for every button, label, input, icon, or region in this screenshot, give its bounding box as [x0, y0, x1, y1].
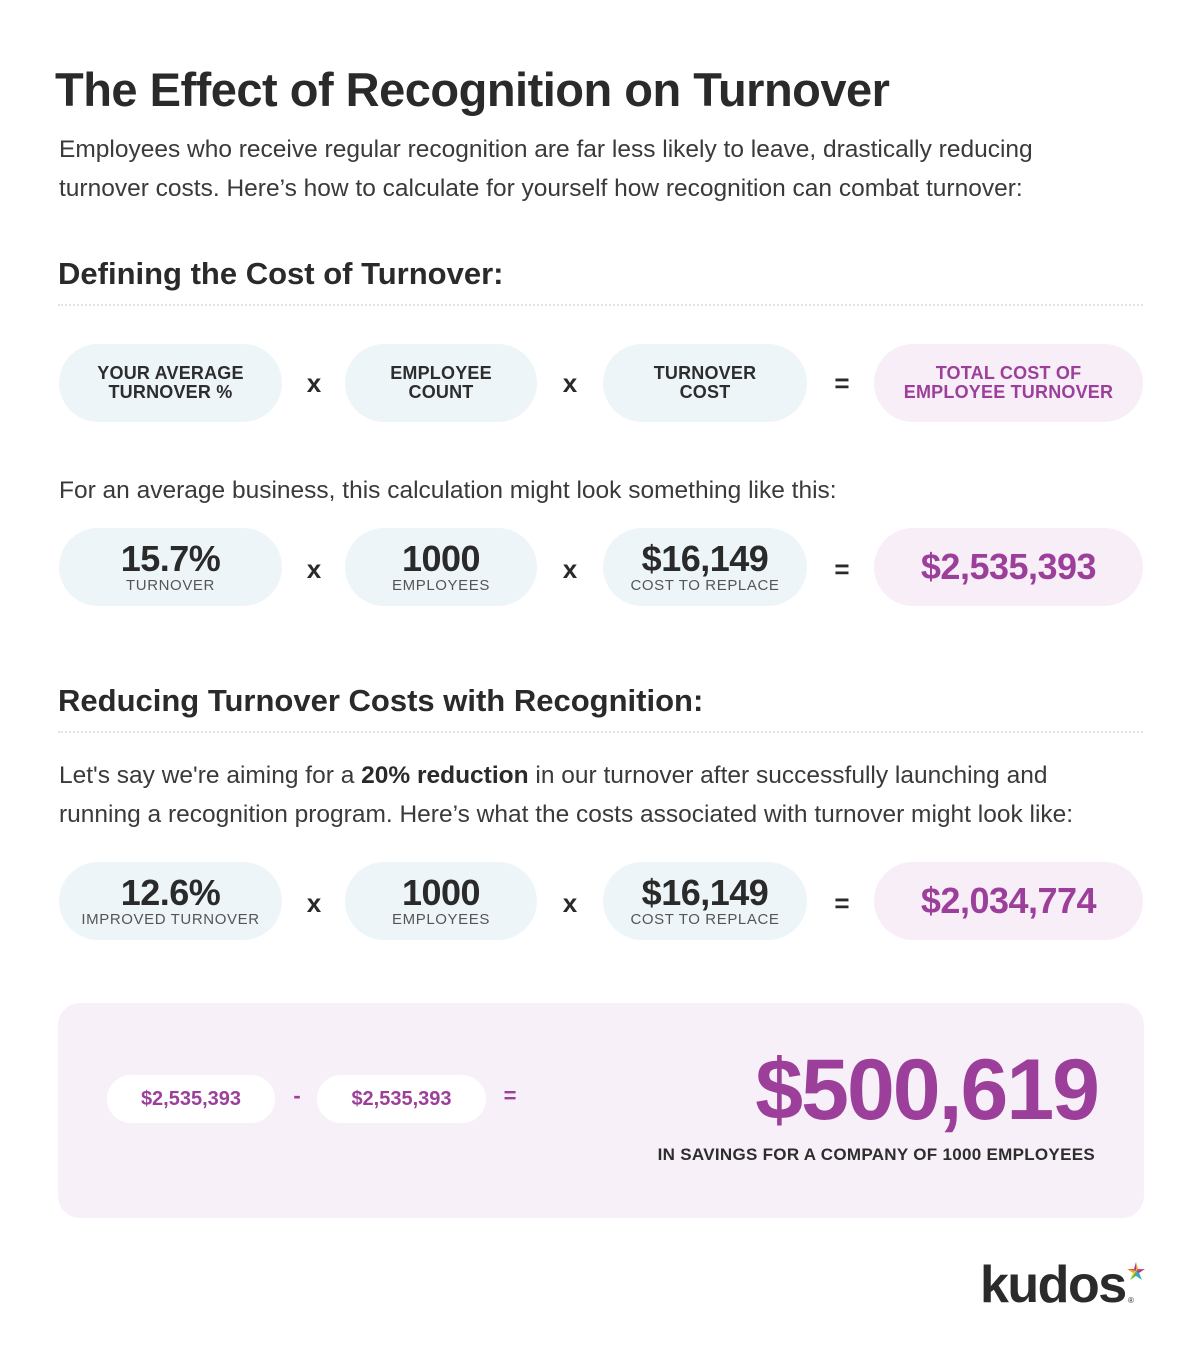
formula-term-employee-line1: EMPLOYEE — [390, 363, 492, 383]
intro-line-1: Employees who receive regular recognitio… — [59, 136, 1033, 163]
savings-total: $500,619 — [755, 1042, 1100, 1138]
formula-term-turnover: YOUR AVERAGE TURNOVER % — [59, 344, 282, 422]
example-cost-caption: COST TO REPLACE — [630, 576, 780, 594]
section-divider — [58, 731, 1143, 733]
multicolor-star-icon — [1127, 1262, 1145, 1280]
equals-sign: = — [834, 888, 850, 918]
reduction-text-prefix: Let's say we're aiming for a — [59, 762, 362, 789]
equals-sign: = — [503, 1083, 517, 1108]
minus-sign: - — [293, 1083, 301, 1108]
section-divider — [58, 304, 1143, 306]
multiply-sign: x — [306, 888, 322, 918]
multiply-sign: x — [306, 554, 322, 584]
improved-employees-caption: EMPLOYEES — [392, 910, 490, 928]
formula-term-cost-line2: COST — [679, 382, 731, 402]
multiply-sign: x — [306, 368, 322, 398]
equals-sign: = — [834, 554, 850, 584]
improved-cost-value: $16,149 — [641, 871, 769, 913]
section-heading-defining-cost: Defining the Cost of Turnover: — [58, 256, 504, 291]
formula-term-turnover-cost: TURNOVER COST — [603, 344, 807, 422]
section-heading-reducing-costs: Reducing Turnover Costs with Recognition… — [58, 683, 704, 718]
formula-term-employee-count: EMPLOYEE COUNT — [345, 344, 537, 422]
equals-sign: = — [834, 368, 850, 398]
improved-cost-pill: $16,149 COST TO REPLACE — [603, 862, 807, 940]
multiply-sign: x — [562, 368, 578, 398]
example-turnover-value: 15.7% — [120, 537, 221, 579]
savings-panel: $2,535,393 - $2,535,393 = $500,619 IN SA… — [58, 1003, 1144, 1218]
improved-turnover-caption: IMPROVED TURNOVER — [81, 910, 260, 928]
improved-employees-value: 1000 — [401, 871, 481, 913]
example-cost-value: $16,149 — [641, 537, 769, 579]
example-employees-caption: EMPLOYEES — [392, 576, 490, 594]
formula-term-cost-line1: TURNOVER — [653, 363, 757, 383]
example-intro-text: For an average business, this calculatio… — [59, 477, 837, 504]
example-cost-pill: $16,149 COST TO REPLACE — [603, 528, 807, 606]
example-turnover-caption: TURNOVER — [126, 576, 215, 594]
intro-text: Employees who receive regular recognitio… — [59, 130, 1159, 208]
improved-turnover-value: 12.6% — [120, 871, 221, 913]
improved-result-pill: $2,034,774 — [874, 862, 1143, 940]
formula-term-turnover-line1: YOUR AVERAGE — [97, 363, 244, 383]
improved-cost-caption: COST TO REPLACE — [630, 910, 780, 928]
kudos-logo: kudos — [980, 1256, 1127, 1314]
reduction-text-line-2: running a recognition program. Here’s wh… — [59, 801, 1074, 828]
reduction-text-line-1: Let's say we're aiming for a 20% reducti… — [59, 756, 1073, 795]
improved-result-value: $2,034,774 — [920, 880, 1097, 921]
formula-result-line1: TOTAL COST OF — [935, 363, 1082, 383]
reduction-text-bold: 20% reduction — [361, 762, 529, 789]
example-employees-value: 1000 — [401, 537, 481, 579]
reduction-text-suffix: in our turnover after successfully launc… — [528, 762, 1048, 789]
formula-term-employee-line2: COUNT — [408, 382, 474, 402]
formula-result-line2: EMPLOYEE TURNOVER — [903, 382, 1114, 402]
reduction-text: Let's say we're aiming for a 20% reducti… — [59, 756, 1073, 834]
example-result-pill: $2,535,393 — [874, 528, 1143, 606]
example-employees-pill: 1000 EMPLOYEES — [345, 528, 537, 606]
improved-employees-pill: 1000 EMPLOYEES — [345, 862, 537, 940]
savings-left-value: $2,535,393 — [107, 1075, 275, 1123]
example-result-value: $2,535,393 — [920, 546, 1097, 587]
multiply-sign: x — [562, 554, 578, 584]
multiply-sign: x — [562, 888, 578, 918]
formula-result-total-cost: TOTAL COST OF EMPLOYEE TURNOVER — [874, 344, 1143, 422]
savings-right-value: $2,535,393 — [317, 1075, 486, 1123]
registered-mark: ® — [1128, 1296, 1134, 1305]
intro-line-2: turnover costs. Here’s how to calculate … — [59, 175, 1023, 202]
page-title: The Effect of Recognition on Turnover — [55, 63, 890, 116]
improved-turnover-pill: 12.6% IMPROVED TURNOVER — [59, 862, 282, 940]
example-turnover-pill: 15.7% TURNOVER — [59, 528, 282, 606]
formula-term-turnover-line2: TURNOVER % — [108, 382, 233, 402]
savings-caption: IN SAVINGS FOR A COMPANY OF 1000 EMPLOYE… — [657, 1145, 1095, 1164]
